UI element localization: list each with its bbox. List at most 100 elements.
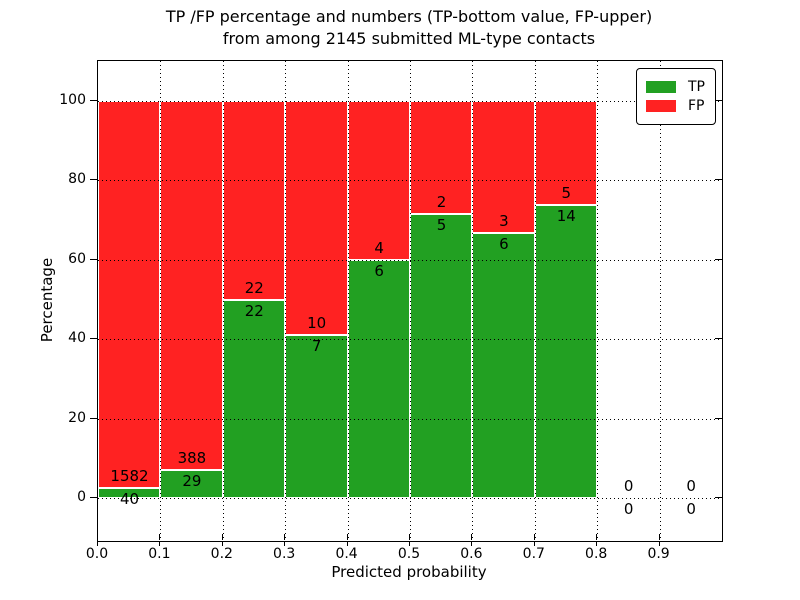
x-tick-mark [346, 541, 348, 546]
y-tick-mark-right [715, 497, 722, 498]
x-tick-mark-inner [596, 534, 598, 540]
x-tick-label: 0.7 [522, 546, 545, 562]
bar-tp-segment [222, 299, 286, 498]
fp-count-label: 0 [623, 477, 634, 495]
x-tick-mark-inner [409, 534, 410, 540]
x-tick-mark-inner [159, 534, 161, 540]
y-tick-mark [90, 497, 97, 498]
x-tick-mark [97, 541, 98, 546]
y-tick-label: 40 [68, 330, 86, 347]
bar-tp-segment [347, 259, 410, 498]
y-tick-label: 0 [77, 489, 86, 505]
x-tick-mark [159, 541, 161, 546]
y-tick-mark-right [715, 338, 722, 340]
x-tick-mark [596, 541, 598, 546]
y-tick-mark-right [715, 179, 722, 181]
bar-tp-segment [98, 488, 161, 498]
vertical-gridline [659, 61, 661, 541]
vertical-gridline [472, 61, 474, 541]
tp-count-label: 29 [182, 472, 202, 491]
x-tick-mark-inner [533, 534, 535, 540]
fp-count-label: 4 [374, 238, 384, 257]
bar-fp-segment [410, 101, 473, 215]
x-tick-mark [221, 541, 223, 546]
vertical-gridline [285, 61, 287, 541]
y-tick-label: 20 [68, 409, 86, 426]
bar-tp-segment [410, 214, 473, 498]
tp-count-label: 5 [436, 216, 447, 235]
x-tick-mark [658, 541, 660, 546]
x-tick-mark-inner [471, 534, 473, 540]
tp-count-label: 6 [374, 261, 384, 280]
y-tick-label: 60 [68, 250, 86, 267]
x-tick-label: 0.6 [460, 546, 483, 562]
y-tick-mark-right [715, 100, 722, 101]
bar-fp-segment [98, 101, 161, 489]
fp-count-label: 2 [436, 193, 447, 212]
vertical-gridline [410, 61, 411, 541]
legend-item-tp: TP [646, 79, 705, 95]
tp-count-label: 14 [556, 207, 576, 226]
vertical-gridline [534, 61, 536, 541]
fp-count-label: 22 [244, 278, 264, 297]
fp-count-label: 5 [561, 184, 572, 203]
tp-color-swatch [646, 81, 676, 93]
y-tick-mark [90, 179, 97, 181]
x-tick-mark [471, 541, 473, 546]
y-tick-label: 80 [68, 171, 86, 188]
x-tick-mark-inner [97, 534, 98, 540]
bar-fp-segment [160, 101, 223, 471]
x-tick-label: 0.8 [585, 546, 608, 562]
tp-count-label: 7 [311, 336, 322, 355]
tp-count-label: 22 [244, 301, 264, 320]
y-tick-mark-right [715, 417, 722, 419]
x-tick-mark [409, 541, 410, 546]
tp-count-label: 0 [623, 500, 634, 518]
vertical-gridline [347, 61, 349, 541]
bar-fp-segment [472, 101, 535, 234]
fp-count-label: 388 [177, 449, 207, 468]
fp-count-label: 0 [686, 477, 696, 495]
bar-fp-segment [285, 101, 348, 335]
y-tick-mark-right [715, 258, 722, 260]
bar-fp-segment [534, 101, 598, 206]
chart-title-line1: TP /FP percentage and numbers (TP-bottom… [165, 7, 653, 26]
x-tick-label: 0.3 [273, 546, 296, 562]
x-tick-label: 0.4 [335, 546, 358, 562]
plot-area: 1582 40 388 29 22 22 10 7 4 6 2 5 3 6 5 14 0 0 0 0 TP FP [97, 60, 723, 542]
x-axis-label: Predicted probability [331, 563, 487, 581]
tp-count-label: 6 [499, 235, 509, 254]
tp-count-label: 40 [119, 490, 140, 509]
x-tick-label: 0.9 [647, 546, 670, 562]
y-tick-mark [90, 258, 97, 260]
x-tick-label: 0.0 [85, 546, 109, 562]
bar-tp-segment [472, 233, 535, 498]
fp-count-label: 1582 [110, 467, 149, 486]
fp-count-label: 10 [307, 313, 327, 332]
chart-title-line2: from among 2145 submitted ML-type contac… [222, 29, 596, 48]
bar-fp-segment [222, 101, 286, 300]
legend: TP FP [636, 68, 716, 125]
legend-label-tp: TP [688, 79, 705, 95]
x-tick-label: 0.2 [210, 546, 233, 562]
x-tick-mark-inner [346, 534, 348, 540]
x-tick-mark [533, 541, 535, 546]
bar-tp-segment [534, 205, 598, 498]
y-tick-label: 100 [59, 92, 86, 108]
vertical-gridline [222, 61, 224, 541]
x-tick-label: 0.1 [148, 546, 171, 562]
chart-title: TP /FP percentage and numbers (TP-bottom… [97, 6, 721, 50]
x-tick-mark-inner [221, 534, 223, 540]
vertical-gridline [160, 61, 162, 541]
bar-tp-segment [285, 334, 348, 498]
vertical-gridline [597, 61, 599, 541]
legend-item-fp: FP [646, 98, 705, 114]
fp-count-label: 3 [499, 212, 509, 231]
tp-count-label: 0 [686, 500, 696, 518]
x-tick-mark-inner [284, 534, 286, 540]
x-tick-label: 0.5 [397, 546, 421, 562]
y-tick-mark [90, 338, 97, 340]
y-tick-mark [90, 100, 97, 101]
x-tick-mark-inner [658, 534, 660, 540]
